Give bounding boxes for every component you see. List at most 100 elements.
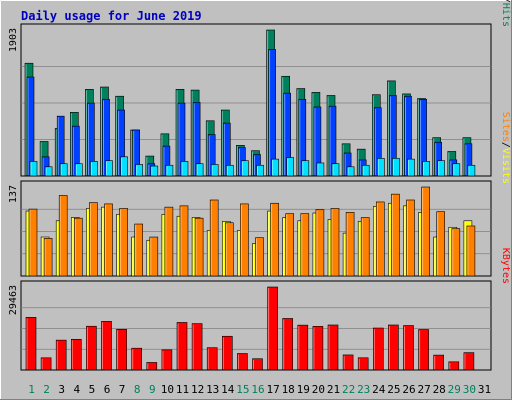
bar-sites-22 — [345, 212, 355, 277]
bar-sites-23 — [360, 217, 370, 277]
bar-pages-15 — [241, 160, 249, 177]
x-tick-label-30: 30 — [463, 383, 476, 396]
bar-pages-16 — [256, 164, 264, 177]
bar-sites-10 — [164, 206, 174, 277]
bar-pages-29 — [452, 163, 461, 177]
bar-kbytes-27 — [418, 329, 429, 371]
bar-sites-3 — [58, 195, 68, 277]
bar-pages-26 — [407, 158, 415, 177]
x-tick-label-6: 6 — [104, 383, 111, 396]
bar-pages-18 — [286, 157, 295, 177]
bar-sites-18 — [285, 213, 295, 277]
bar-sites-8 — [134, 223, 143, 277]
bar-sites-13 — [209, 199, 219, 277]
bar-kbytes-12 — [191, 323, 203, 371]
bar-kbytes-11 — [176, 322, 188, 371]
bar-sites-5 — [89, 202, 98, 277]
x-tick-label-1: 1 — [28, 383, 35, 396]
bar-sites-16 — [255, 237, 264, 277]
bar-pages-2 — [44, 166, 53, 177]
bar-pages-5 — [90, 161, 98, 177]
x-tick-label-2: 2 — [43, 383, 50, 396]
x-tick-label-19: 19 — [297, 383, 310, 396]
bar-sites-24 — [375, 201, 385, 277]
bar-kbytes-16 — [252, 358, 263, 371]
x-tick-label-16: 16 — [251, 383, 264, 396]
x-tick-label-26: 26 — [402, 383, 415, 396]
bar-sites-11 — [179, 205, 189, 277]
bar-kbytes-28 — [433, 354, 445, 371]
x-tick-label-27: 27 — [417, 383, 430, 396]
x-tick-label-13: 13 — [206, 383, 219, 396]
legend-entry-2-3: Visits — [500, 148, 511, 184]
bar-kbytes-30 — [463, 352, 475, 371]
bar-pages-30 — [467, 164, 476, 177]
legend-entry-1-4: / — [500, 0, 511, 3]
bar-pages-8 — [135, 164, 143, 177]
legend-1: Pages/Files/Hits — [500, 0, 511, 27]
bar-kbytes-10 — [161, 349, 173, 371]
y-max-label-2: 137 — [8, 185, 19, 203]
bar-kbytes-24 — [372, 327, 384, 371]
bar-pages-24 — [376, 158, 385, 177]
bar-pages-3 — [59, 163, 68, 177]
x-tick-label-9: 9 — [149, 383, 156, 396]
bar-kbytes-5 — [86, 325, 97, 371]
chart-title: Daily usage for June 2019 — [21, 9, 202, 23]
x-tick-label-23: 23 — [357, 383, 370, 396]
bar-kbytes-4 — [71, 338, 82, 371]
legend-entry-2-1: Sites — [500, 112, 511, 142]
bar-kbytes-8 — [131, 347, 142, 371]
x-tick-label-7: 7 — [119, 383, 126, 396]
x-tick-label-17: 17 — [266, 383, 279, 396]
bar-kbytes-18 — [282, 318, 294, 371]
bar-pages-25 — [392, 158, 400, 177]
bar-kbytes-25 — [388, 324, 399, 371]
x-tick-label-25: 25 — [387, 383, 400, 396]
bar-kbytes-19 — [297, 324, 309, 371]
x-tick-label-20: 20 — [312, 383, 325, 396]
bar-kbytes-14 — [222, 335, 233, 371]
bar-kbytes-15 — [237, 353, 248, 371]
bar-pages-6 — [105, 160, 113, 177]
x-tick-label-21: 21 — [327, 383, 340, 396]
x-tick-label-15: 15 — [236, 383, 249, 396]
bar-sites-6 — [104, 203, 113, 277]
bar-pages-28 — [437, 160, 446, 177]
x-tick-label-29: 29 — [448, 383, 461, 396]
bar-pages-7 — [120, 156, 128, 177]
x-tick-label-11: 11 — [176, 383, 189, 396]
x-tick-label-24: 24 — [372, 383, 386, 396]
y-max-label-1: 1903 — [8, 28, 19, 52]
bar-kbytes-13 — [206, 347, 218, 371]
x-tick-label-22: 22 — [342, 383, 355, 396]
bar-sites-30 — [466, 225, 476, 277]
bar-pages-11 — [180, 161, 189, 177]
legend-entry-2-2: / — [500, 142, 511, 148]
bar-kbytes-29 — [448, 361, 460, 371]
bar-kbytes-23 — [357, 357, 369, 371]
bar-sites-2 — [43, 238, 53, 277]
bar-kbytes-6 — [101, 321, 112, 371]
x-tick-label-8: 8 — [134, 383, 141, 396]
bar-sites-28 — [436, 211, 446, 277]
bar-pages-1 — [29, 161, 38, 177]
bar-pages-13 — [210, 164, 219, 177]
bar-kbytes-26 — [403, 325, 414, 371]
bar-pages-22 — [346, 166, 355, 177]
x-tick-label-10: 10 — [161, 383, 174, 396]
bar-pages-19 — [301, 160, 310, 177]
bar-pages-17 — [271, 158, 279, 177]
x-tick-label-14: 14 — [221, 383, 235, 396]
bar-sites-26 — [406, 199, 415, 277]
bar-kbytes-20 — [312, 326, 324, 371]
bar-sites-17 — [270, 202, 279, 277]
bar-pages-20 — [316, 162, 325, 177]
bar-kbytes-9 — [146, 362, 158, 371]
bar-sites-12 — [194, 217, 204, 277]
bar-kbytes-2 — [40, 357, 52, 371]
legend-2: Sites/Visits — [500, 112, 511, 184]
bar-sites-1 — [28, 208, 38, 277]
legend-entry-3-1: KBytes — [500, 248, 511, 284]
